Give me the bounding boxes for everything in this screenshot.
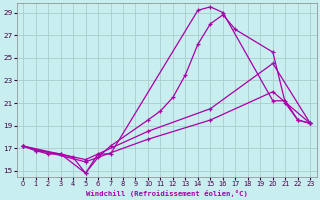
- X-axis label: Windchill (Refroidissement éolien,°C): Windchill (Refroidissement éolien,°C): [86, 190, 248, 197]
